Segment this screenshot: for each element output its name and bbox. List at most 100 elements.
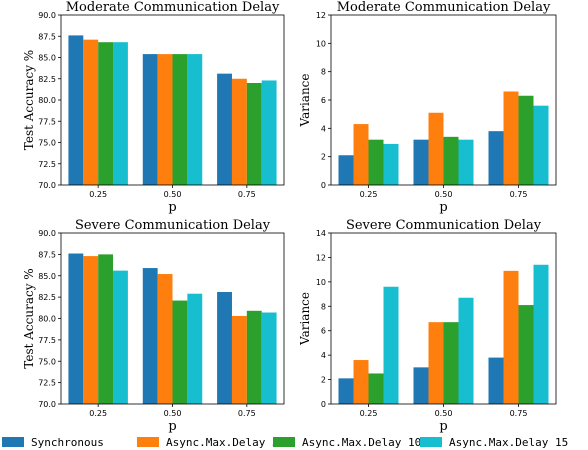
y-tick-label: 10 (316, 39, 326, 48)
legend-label: Async.Max.Delay 5 (166, 436, 279, 449)
y-tick-label: 75.0 (38, 357, 56, 366)
chart-title: Severe Communication Delay (75, 218, 271, 233)
legend-label: Synchronous (31, 436, 104, 449)
bar-3-0.25 (368, 139, 384, 185)
bar-3-0.25 (368, 373, 384, 404)
y-axis-label: Test Accuracy % (22, 268, 36, 368)
bar-1-0.50 (413, 139, 429, 185)
bar-3-0.50 (172, 54, 188, 185)
bar-2-0.25 (83, 256, 99, 404)
bar-1-0.75 (488, 357, 504, 404)
y-tick-label: 72.5 (38, 160, 56, 169)
bar-3-0.50 (172, 300, 188, 404)
bar-4-0.50 (187, 293, 203, 404)
bar-1-0.50 (413, 367, 429, 404)
bar-2-0.75 (503, 91, 519, 185)
x-tick-label: 0.50 (435, 409, 453, 418)
y-tick-label: 70.0 (38, 400, 56, 409)
y-tick-label: 10 (316, 278, 326, 287)
x-tick-label: 0.75 (238, 409, 256, 418)
bar-1-0.25 (68, 253, 84, 404)
chart-panel-3: 70.0 72.5 75.0 77.5 80.0 82.5 85.0 87.5 90.0 0.25… (22, 218, 285, 434)
x-tick-label: 0.75 (238, 190, 256, 199)
x-tick-label: 0.25 (360, 190, 378, 199)
x-tick-label: 0.75 (510, 409, 528, 418)
y-tick-label: 90.0 (38, 11, 56, 20)
legend-label: Async.Max.Delay 15 (449, 436, 568, 449)
x-axis-label: p (168, 419, 176, 434)
y-tick-label: 0 (321, 181, 326, 190)
x-axis-label: p (439, 419, 447, 434)
bar-2-0.25 (353, 360, 369, 404)
legend-swatch (273, 437, 295, 447)
y-tick-label: 6 (321, 96, 326, 105)
bar-2-0.75 (503, 270, 519, 404)
y-tick-label: 2 (321, 153, 326, 162)
chart-title: Moderate Communication Delay (66, 0, 280, 15)
y-tick-label: 4 (321, 351, 326, 360)
bar-3-0.75 (246, 310, 262, 404)
bar-4-0.75 (261, 80, 277, 185)
y-tick-label: 8 (321, 302, 326, 311)
bar-3-0.25 (98, 254, 114, 405)
x-tick-label: 0.25 (89, 190, 107, 199)
bar-3-0.50 (443, 136, 459, 185)
x-tick-label: 0.25 (360, 409, 378, 418)
y-tick-label: 77.5 (38, 117, 56, 126)
y-tick-label: 72.5 (38, 379, 56, 388)
bar-1-0.75 (217, 292, 232, 404)
x-tick-label: 0.75 (510, 190, 528, 199)
y-tick-label: 80.0 (38, 315, 56, 324)
legend-swatch (420, 437, 442, 447)
chart-panel-2: 0 2 4 6 8 10 12 0.25 0.50 0.75 Moderate Communicat… (298, 0, 557, 215)
y-tick-label: 70.0 (38, 181, 56, 190)
y-axis-label: Test Accuracy % (22, 50, 36, 150)
y-tick-label: 12 (316, 11, 326, 20)
legend: Synchronous Async.Max.Delay 5 Async.Max.De… (2, 436, 568, 449)
bar-3-0.50 (443, 322, 459, 404)
bar-3-0.75 (518, 305, 534, 404)
y-tick-label: 0 (321, 400, 326, 409)
y-tick-label: 85.0 (38, 54, 56, 63)
bar-4-0.50 (458, 297, 474, 404)
bar-2-0.25 (353, 124, 369, 185)
y-tick-label: 14 (316, 229, 326, 238)
bar-2-0.50 (157, 54, 173, 185)
legend-swatch (2, 437, 24, 447)
bar-1-0.25 (338, 155, 354, 185)
y-tick-label: 12 (316, 253, 326, 262)
legend-item-1: Synchronous (2, 436, 104, 449)
y-tick-label: 75.0 (38, 139, 56, 148)
bar-4-0.25 (383, 143, 399, 185)
legend-swatch (137, 437, 159, 447)
legend-label: Async.Max.Delay 10 (302, 436, 421, 449)
legend-item-2: Async.Max.Delay 5 (137, 436, 279, 449)
x-tick-label: 0.50 (164, 409, 182, 418)
x-tick-label: 0.50 (164, 190, 182, 199)
bar-1-0.75 (217, 73, 232, 185)
chart-panel-1: 70.0 72.5 75.0 77.5 80.0 82.5 85.0 87.5 90.0 0.25… (22, 0, 285, 215)
y-tick-label: 80.0 (38, 96, 56, 105)
y-tick-label: 82.5 (38, 293, 56, 302)
bar-4-0.75 (533, 105, 549, 185)
bar-4-0.50 (187, 54, 203, 185)
x-tick-label: 0.25 (89, 409, 107, 418)
bar-2-0.50 (428, 322, 444, 404)
bar-4-0.50 (458, 139, 474, 185)
y-tick-label: 6 (321, 327, 326, 336)
y-tick-label: 4 (321, 124, 326, 133)
y-tick-label: 90.0 (38, 229, 56, 238)
x-tick-label: 0.50 (435, 190, 453, 199)
x-axis-label: p (168, 200, 176, 215)
y-axis-label: Variance (298, 292, 312, 346)
y-axis-label: Variance (298, 74, 312, 128)
y-tick-label: 85.0 (38, 272, 56, 281)
bar-1-0.50 (142, 54, 158, 185)
y-tick-label: 87.5 (38, 250, 56, 259)
y-tick-label: 77.5 (38, 336, 56, 345)
legend-item-4: Async.Max.Delay 15 (420, 436, 568, 449)
legend-item-3: Async.Max.Delay 10 (273, 436, 421, 449)
x-axis-label: p (439, 200, 447, 215)
bar-1-0.25 (68, 35, 84, 186)
bar-1-0.75 (488, 131, 504, 185)
